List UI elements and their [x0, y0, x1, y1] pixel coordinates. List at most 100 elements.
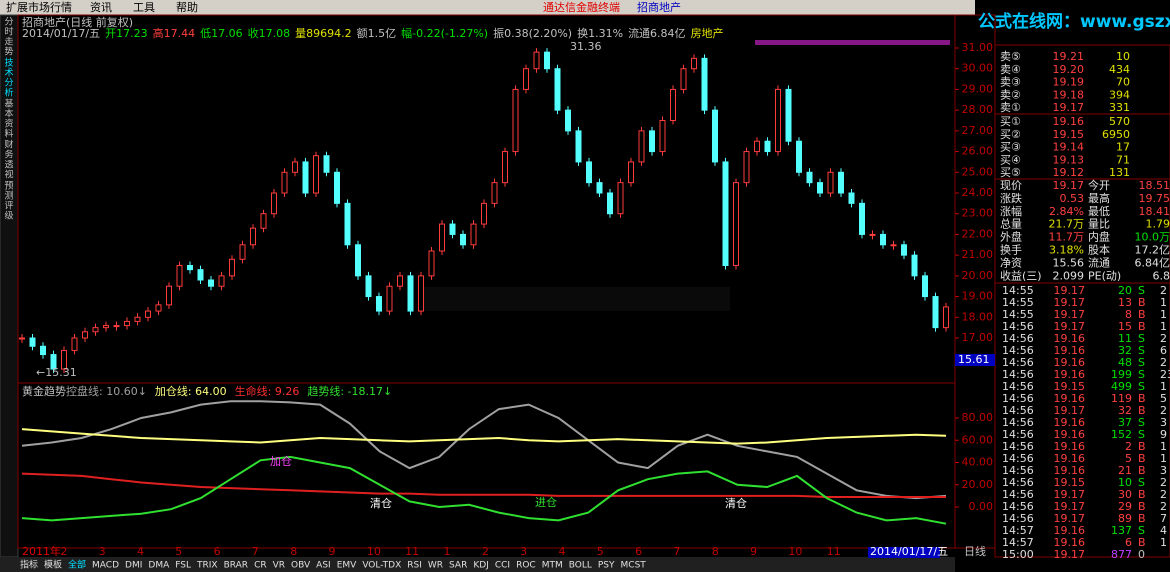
indicator-tab[interactable]: ROC [516, 561, 536, 571]
indicator-tab[interactable]: TRIX [196, 561, 218, 571]
indicator-tab[interactable]: CR [254, 561, 267, 571]
indicator-tab[interactable]: 模板 [44, 559, 62, 571]
candle [932, 296, 939, 329]
x-tick-label: 9 [750, 545, 757, 558]
trade-count: 1 [1160, 440, 1167, 453]
trade-price: 19.16 [1054, 392, 1086, 405]
chart-info: 换1.31% [577, 26, 623, 40]
candle [817, 182, 823, 194]
candle [302, 161, 309, 194]
trade-side: S [1138, 428, 1145, 441]
candle [512, 88, 519, 153]
candle [659, 120, 666, 153]
candle [197, 269, 204, 281]
indicator-tab[interactable]: CCI [495, 561, 510, 571]
trade-count: 2 [1160, 332, 1167, 345]
x-tick-label: 8 [290, 545, 297, 558]
indicator-tab[interactable]: PSY [598, 561, 615, 571]
book-price: 19.13 [1053, 153, 1085, 166]
chart-title: 招商地产(日线 前复权) [22, 15, 133, 29]
indicator-tab[interactable]: RSI [407, 561, 422, 571]
trade-count: 3 [1160, 416, 1167, 429]
book-label: 卖③ [1000, 76, 1021, 89]
indicator-tab[interactable]: BRAR [224, 561, 248, 571]
side-tab: 务 [4, 149, 13, 161]
menu-bar [0, 0, 975, 15]
trade-time: 14:56 [1002, 332, 1034, 345]
book-volume: 10 [1116, 50, 1130, 63]
x-tick-label: 1 [444, 545, 451, 558]
quote-panel [994, 44, 1170, 558]
candle [376, 296, 382, 312]
candle [355, 244, 361, 277]
candle [628, 161, 634, 184]
candle [124, 320, 130, 327]
indicator-tab[interactable]: DMI [125, 561, 142, 571]
indicator-tab[interactable]: EMV [337, 561, 357, 571]
candle [670, 88, 676, 122]
stat-value: 2.099 [1053, 269, 1085, 282]
indicator-tab[interactable]: ASI [316, 561, 331, 571]
chart-info: 开17.23 [105, 27, 148, 40]
trade-price: 19.16 [1054, 332, 1086, 345]
indicator-title: 黄金趋势 [22, 384, 66, 398]
trade-volume: 32 [1118, 404, 1132, 417]
trade-price: 19.17 [1054, 308, 1086, 321]
high-label: 31.36 [570, 40, 602, 53]
side-tab: 势 [4, 46, 13, 58]
indicator-tab[interactable]: OBV [291, 561, 311, 571]
signal-label: 加仓 [270, 454, 292, 468]
candle [701, 57, 708, 111]
indicator-tab[interactable]: VOL-TDX [362, 561, 401, 571]
candle [764, 140, 771, 153]
trade-volume: 20 [1118, 284, 1132, 297]
book-label: 买④ [1000, 153, 1021, 166]
side-tab: 本 [4, 108, 13, 120]
side-tab: 评 [4, 201, 13, 212]
indicator-tab[interactable]: MTM [542, 561, 563, 571]
candle [911, 254, 918, 277]
indicator-tab[interactable]: MACD [92, 561, 119, 571]
date-box [868, 547, 940, 558]
candle [40, 345, 46, 356]
indicator-tab[interactable]: WR [428, 561, 443, 571]
trade-volume: 10 [1118, 476, 1132, 489]
indicator-line [21, 428, 947, 445]
trade-time: 14:56 [1002, 344, 1034, 357]
indicator-tab[interactable]: SAR [449, 561, 467, 571]
trade-side: S [1138, 356, 1145, 369]
trade-time: 14:57 [1002, 524, 1034, 537]
side-tab: 透 [4, 160, 13, 171]
chart-info: 振0.38(2.20%) [493, 26, 572, 40]
indicator-tab[interactable]: 全部 [68, 559, 86, 571]
trade-time: 14:56 [1002, 404, 1034, 417]
candle [281, 171, 288, 194]
candle [575, 130, 582, 163]
trade-volume: 877 [1111, 548, 1132, 561]
chart-info: 低17.06 [200, 27, 243, 40]
trade-side: B [1138, 308, 1146, 321]
candle [29, 337, 36, 347]
trade-time: 14:56 [1002, 452, 1034, 465]
x-tick-label: 10 [367, 545, 381, 558]
indicator-tab[interactable]: FSL [175, 561, 191, 571]
candle [712, 109, 718, 163]
candle [523, 68, 529, 90]
indicator-tab[interactable]: MCST [621, 561, 647, 571]
y-tick-label: 0.00 [969, 500, 994, 513]
candle [617, 182, 624, 215]
candle [880, 233, 886, 246]
indicator-line [21, 400, 947, 500]
tab-bar [0, 557, 955, 572]
indicator-tab[interactable]: VR [273, 561, 285, 571]
indicator-tab[interactable]: BOLL [569, 561, 592, 571]
y-tick-label: 28.00 [962, 103, 994, 116]
indicator-tab[interactable]: DMA [148, 561, 170, 571]
book-volume: 17 [1116, 141, 1130, 154]
indicator-tab[interactable]: 指标 [20, 559, 38, 571]
indicator-tab[interactable]: KDJ [473, 561, 489, 571]
candle [428, 250, 435, 277]
trade-time: 14:56 [1002, 320, 1034, 333]
candle [901, 244, 907, 256]
trade-time: 14:56 [1002, 476, 1034, 489]
